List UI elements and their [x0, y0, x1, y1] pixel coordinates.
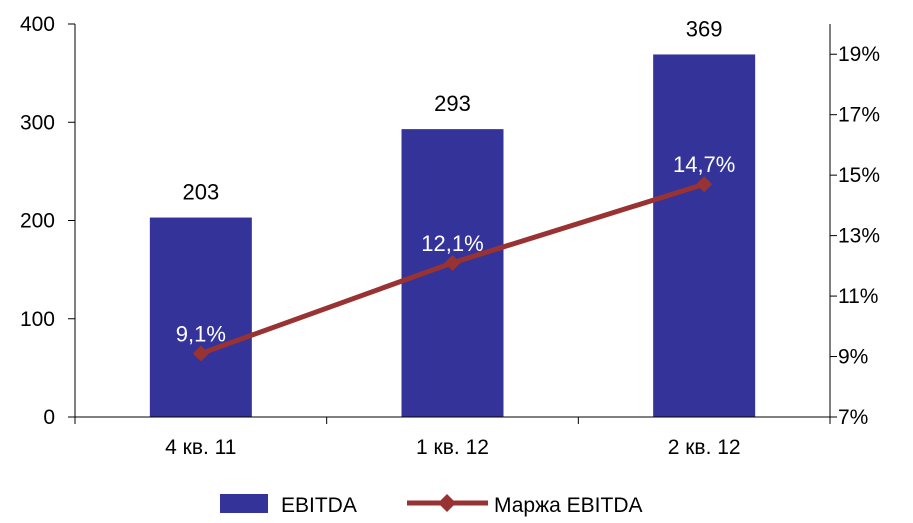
y-left-tick-label: 200	[20, 210, 55, 233]
y-right-tick-label: 9%	[838, 346, 868, 369]
legend-swatch-ebitda	[220, 494, 268, 513]
bar-value-label: 293	[434, 91, 471, 116]
y-left-tick-label: 100	[20, 308, 55, 331]
y-right-tick-label: 15%	[838, 164, 880, 187]
margin-point-2	[444, 254, 461, 271]
bar-value-label: 369	[686, 16, 723, 41]
x-tick-label: 4 кв. 11	[165, 436, 236, 459]
bar-3	[653, 54, 756, 418]
margin-point-3	[696, 176, 713, 193]
x-tick-label: 2 кв. 12	[668, 436, 741, 459]
margin-value-label: 12,1%	[421, 231, 483, 256]
legend-label-ebitda: EBITDA	[281, 494, 357, 517]
y-left-tick-label: 400	[20, 13, 55, 36]
margin-value-label: 14,7%	[673, 152, 735, 177]
y-right-tick-label: 7%	[838, 406, 868, 429]
x-tick-label: 1 кв. 12	[416, 436, 489, 459]
margin-point-1	[192, 345, 209, 362]
margin-value-label: 9,1%	[176, 322, 226, 347]
y-left-tick-label: 0	[43, 406, 55, 429]
y-right-tick-label: 11%	[838, 285, 878, 308]
y-right-tick-label: 17%	[838, 104, 880, 127]
legend-label-margin: Маржа EBITDA	[494, 494, 643, 517]
bar-value-label: 203	[182, 180, 219, 205]
y-right-tick-label: 19%	[838, 43, 880, 66]
bar-1	[149, 217, 252, 417]
legend-marker-margin	[438, 494, 456, 512]
y-right-tick-label: 13%	[838, 225, 880, 248]
y-left-tick-label: 300	[20, 111, 55, 134]
